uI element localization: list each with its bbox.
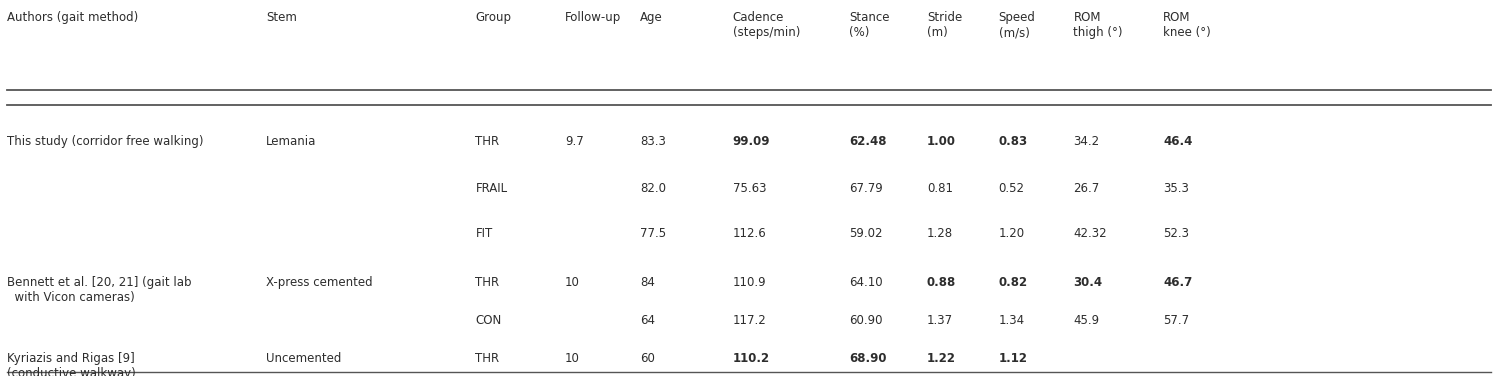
Text: 46.7: 46.7 [1163,276,1193,290]
Text: 112.6: 112.6 [733,227,767,241]
Text: 75.63: 75.63 [733,182,765,196]
Text: 64.10: 64.10 [849,276,882,290]
Text: CON: CON [475,314,502,327]
Text: 1.22: 1.22 [927,352,955,365]
Text: 30.4: 30.4 [1073,276,1102,290]
Text: THR: THR [475,352,499,365]
Text: 1.00: 1.00 [927,135,955,149]
Text: Age: Age [640,11,662,24]
Text: 62.48: 62.48 [849,135,887,149]
Text: 59.02: 59.02 [849,227,882,241]
Text: 67.79: 67.79 [849,182,884,196]
Text: FIT: FIT [475,227,493,241]
Text: 84: 84 [640,276,655,290]
Text: 46.4: 46.4 [1163,135,1193,149]
Text: Uncemented: Uncemented [266,352,341,365]
Text: 0.82: 0.82 [999,276,1027,290]
Text: Speed
(m/s): Speed (m/s) [999,11,1036,39]
Text: 77.5: 77.5 [640,227,665,241]
Text: Lemania: Lemania [266,135,317,149]
Text: ROM
thigh (°): ROM thigh (°) [1073,11,1123,39]
Text: 10: 10 [565,276,580,290]
Text: 0.88: 0.88 [927,276,957,290]
Text: 110.2: 110.2 [733,352,770,365]
Text: 64: 64 [640,314,655,327]
Text: FRAIL: FRAIL [475,182,507,196]
Text: 0.83: 0.83 [999,135,1027,149]
Text: 0.52: 0.52 [999,182,1024,196]
Text: 9.7: 9.7 [565,135,585,149]
Text: Follow-up: Follow-up [565,11,622,24]
Text: Stem: Stem [266,11,298,24]
Text: Authors (gait method): Authors (gait method) [7,11,139,24]
Text: This study (corridor free walking): This study (corridor free walking) [7,135,203,149]
Text: 82.0: 82.0 [640,182,665,196]
Text: 34.2: 34.2 [1073,135,1099,149]
Text: ROM
knee (°): ROM knee (°) [1163,11,1211,39]
Text: 117.2: 117.2 [733,314,767,327]
Text: Stance
(%): Stance (%) [849,11,890,39]
Text: Group: Group [475,11,511,24]
Text: THR: THR [475,276,499,290]
Text: Kyriazis and Rigas [9]
(conductive walkway): Kyriazis and Rigas [9] (conductive walkw… [7,352,136,376]
Text: 1.20: 1.20 [999,227,1024,241]
Text: 26.7: 26.7 [1073,182,1100,196]
Text: 1.34: 1.34 [999,314,1024,327]
Text: 45.9: 45.9 [1073,314,1099,327]
Text: 60.90: 60.90 [849,314,882,327]
Text: 52.3: 52.3 [1163,227,1189,241]
Text: 83.3: 83.3 [640,135,665,149]
Text: 42.32: 42.32 [1073,227,1106,241]
Text: Bennett et al. [20, 21] (gait lab
  with Vicon cameras): Bennett et al. [20, 21] (gait lab with V… [7,276,191,304]
Text: 0.81: 0.81 [927,182,952,196]
Text: 99.09: 99.09 [733,135,770,149]
Text: 60: 60 [640,352,655,365]
Text: Cadence
(steps/min): Cadence (steps/min) [733,11,800,39]
Text: 68.90: 68.90 [849,352,887,365]
Text: Stride
(m): Stride (m) [927,11,963,39]
Text: 110.9: 110.9 [733,276,765,290]
Text: 1.12: 1.12 [999,352,1027,365]
Text: 35.3: 35.3 [1163,182,1189,196]
Text: X-press cemented: X-press cemented [266,276,372,290]
Text: 1.37: 1.37 [927,314,952,327]
Text: 1.28: 1.28 [927,227,952,241]
Text: 10: 10 [565,352,580,365]
Text: THR: THR [475,135,499,149]
Text: 57.7: 57.7 [1163,314,1189,327]
